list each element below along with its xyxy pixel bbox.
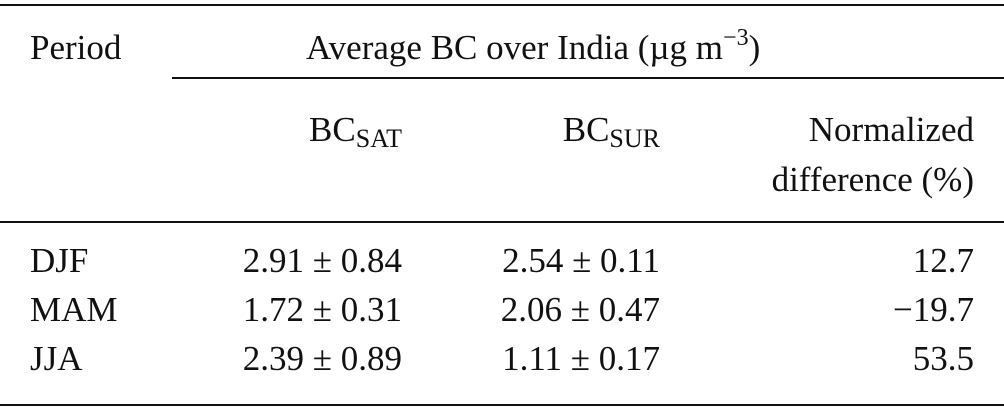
- table-cell: 2.54 ± 0.11: [502, 241, 660, 280]
- group-rule: [172, 77, 1004, 79]
- bottom-rule: [0, 404, 1004, 406]
- table-cell: 2.06 ± 0.47: [500, 290, 660, 329]
- group-header: Average BC over India (µg m−3): [306, 26, 761, 67]
- header-rule: [0, 221, 1004, 223]
- table-cell: 2.91 ± 0.84: [242, 241, 402, 280]
- header-cell: Normalized: [808, 110, 974, 149]
- header-cell: BCSUR: [562, 110, 660, 152]
- header-sup: −3: [723, 25, 749, 51]
- table-cell: 53.5: [912, 339, 974, 378]
- header-cell: Period: [30, 28, 122, 67]
- row-label: DJF: [30, 241, 89, 280]
- header-cell: difference (%): [771, 160, 974, 199]
- header-text: BC: [309, 110, 356, 149]
- header-cell: BCSAT: [309, 110, 402, 152]
- header-text: ): [748, 28, 761, 67]
- table-cell: 1.72 ± 0.31: [242, 290, 402, 329]
- header-text: BC: [562, 110, 610, 149]
- header-sub: SAT: [355, 124, 402, 153]
- top-rule: [0, 4, 1004, 6]
- header-sub: SUR: [609, 124, 660, 153]
- table-cell: 1.11 ± 0.17: [502, 339, 660, 378]
- header-text: Average BC over India (µg m: [306, 28, 724, 67]
- table-cell: −19.7: [893, 290, 974, 329]
- row-label: MAM: [30, 290, 118, 329]
- row-label: JJA: [30, 339, 83, 378]
- table-cell: 2.39 ± 0.89: [242, 339, 402, 378]
- table-cell: 12.7: [912, 241, 974, 280]
